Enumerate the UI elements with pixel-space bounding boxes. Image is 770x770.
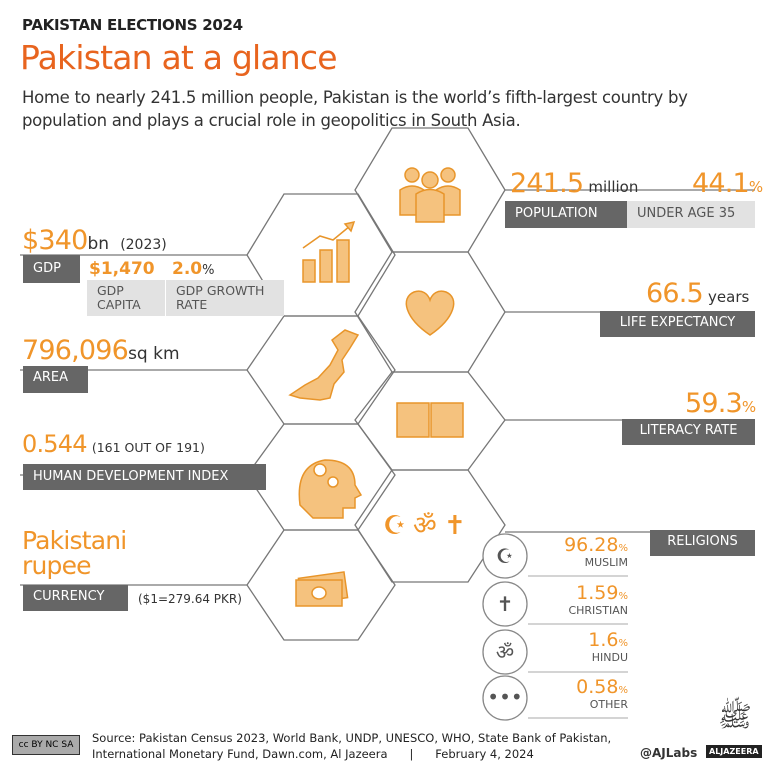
gdp-unit: bn: [87, 234, 110, 254]
cross-icon: ✝: [497, 592, 514, 616]
om-icon: ॐ: [496, 640, 514, 664]
under35-label: UNDER AGE 35: [627, 201, 755, 228]
life-value: 66.5: [646, 278, 704, 309]
gdp-year: (2023): [120, 237, 167, 253]
religions-label: RELIGIONS: [650, 530, 755, 556]
population-label: POPULATION: [505, 201, 627, 228]
gdp-growth-label: GDP GROWTH RATE: [166, 280, 284, 316]
license-badge[interactable]: cc BY NC SA: [12, 735, 80, 755]
currency-label: CURRENCY: [23, 585, 128, 611]
bar-chart-icon: [302, 220, 356, 283]
gdp-growth-unit: %: [202, 263, 215, 278]
om-icon: ॐ: [413, 511, 437, 541]
life-label: LIFE EXPECTANCY: [600, 311, 755, 337]
banknotes-icon: [295, 571, 349, 607]
people-icon: [399, 167, 461, 223]
head-gears-icon: [298, 459, 363, 519]
gdp-value: $340: [22, 225, 88, 256]
hex-literacy: [354, 371, 506, 471]
religion-item: 1.6% HINDU: [588, 629, 628, 664]
hdi-label: HUMAN DEVELOPMENT INDEX: [23, 464, 266, 490]
page-title: Pakistan at a glance: [20, 38, 338, 77]
currency-rate: ($1=279.64 PKR): [138, 592, 242, 606]
literacy-label: LITERACY RATE: [622, 419, 755, 445]
population-value: 241.5: [510, 168, 584, 199]
gdp-per-capita-value: $1,470: [89, 259, 155, 279]
religion-item: 96.28% MUSLIM: [564, 534, 628, 569]
ellipsis-icon: •••: [487, 685, 522, 709]
footer-date: February 4, 2024: [435, 747, 534, 761]
population-unit: million: [588, 178, 639, 196]
hex-area: [246, 315, 396, 425]
under35-unit: %: [748, 178, 764, 196]
aljazeera-logo: ALJAZEERA: [706, 745, 762, 758]
area-unit: sq km: [128, 344, 180, 364]
hex-religion: [354, 469, 506, 583]
heart-icon: [405, 290, 455, 336]
subtitle: Home to nearly 241.5 million people, Pak…: [22, 88, 688, 130]
religion-item: 1.59% CHRISTIAN: [568, 582, 628, 617]
life-unit: years: [708, 288, 750, 306]
literacy-value: 59.3: [685, 388, 743, 419]
area-value: 796,096: [22, 335, 129, 366]
aj-handle[interactable]: @AJLabs: [640, 746, 698, 760]
under35-value: 44.1: [692, 168, 750, 199]
crescent-star-icon: ☪: [496, 544, 514, 568]
aljazeera-emblem-icon: ﷺ: [718, 700, 752, 733]
gdp-label: GDP: [23, 255, 80, 283]
pakistan-map-icon: [288, 329, 360, 401]
kicker: PAKISTAN ELECTIONS 2024: [22, 16, 243, 34]
literacy-unit: %: [741, 398, 757, 416]
cross-icon: ✝: [444, 511, 466, 541]
religion-item: 0.58% OTHER: [576, 676, 628, 711]
gdp-growth-value: 2.0: [172, 259, 203, 279]
currency-value: Pakistani rupee: [22, 526, 127, 580]
book-icon: [396, 402, 464, 438]
gdp-per-capita-label: GDP CAPITA: [87, 280, 165, 316]
area-label: AREA: [23, 366, 88, 393]
footer-source: Source: Pakistan Census 2023, World Bank…: [92, 731, 612, 761]
hdi-rank: (161 OUT OF 191): [91, 440, 205, 455]
crescent-star-icon: ☪: [383, 511, 406, 541]
hdi-value: 0.544: [22, 430, 88, 458]
